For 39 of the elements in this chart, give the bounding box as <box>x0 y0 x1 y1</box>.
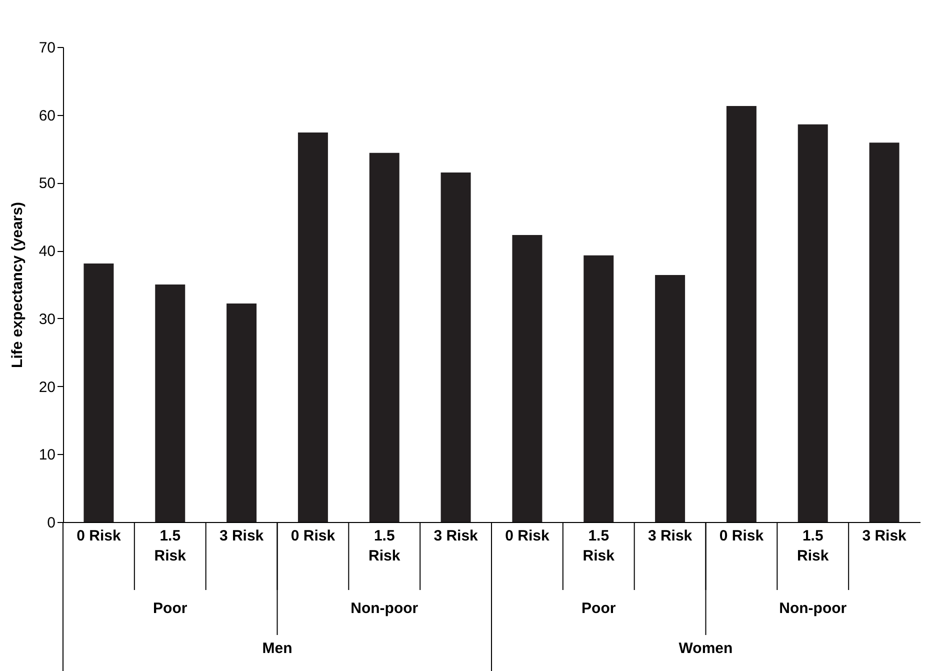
bar <box>84 263 114 522</box>
bar <box>440 172 471 522</box>
y-tick-label: 0 <box>47 514 56 532</box>
text: Non-poor <box>779 600 847 617</box>
bar <box>369 152 400 522</box>
bar <box>726 106 756 522</box>
y-tick-label: 10 <box>38 446 56 464</box>
y-tick-label: 20 <box>38 378 56 396</box>
y-tick-label: 40 <box>38 243 56 260</box>
x-tick-label: 3 Risk <box>219 528 264 544</box>
bar <box>226 304 257 522</box>
x-tick-label: 3 Risk <box>434 528 479 544</box>
y-tick-label: 70 <box>38 40 56 56</box>
x-tick-label: 1.5 Risk <box>582 528 616 564</box>
x-tick-label: 0 Risk <box>719 528 764 544</box>
text: Poor <box>582 600 616 617</box>
text: Non-poor <box>350 600 418 617</box>
y-tick-label: 60 <box>38 107 56 124</box>
bar <box>798 124 828 522</box>
x-tick-label: 3 Risk <box>648 528 693 544</box>
bar <box>869 142 900 522</box>
text: Poor <box>153 600 188 617</box>
x-tick-label: 1.5 Risk <box>368 528 401 564</box>
y-tick-label: 30 <box>38 310 56 328</box>
bar <box>512 234 542 522</box>
x-tick-label: 1.5 Risk <box>797 528 830 564</box>
bar <box>155 284 186 522</box>
x-tick-label: 1.5 Risk <box>154 528 187 564</box>
text: Men <box>262 640 292 657</box>
x-tick-label: 0 Risk <box>290 528 336 544</box>
x-tick-label: 3 Risk <box>862 528 908 544</box>
y-axis-title: Life expectancy (years) <box>8 202 26 368</box>
text: Women <box>678 640 733 657</box>
x-tick-label: 0 Risk <box>505 528 550 544</box>
bar <box>584 255 614 522</box>
x-tick-label: 0 Risk <box>76 528 122 544</box>
bar <box>298 132 328 522</box>
y-tick-label: 50 <box>38 175 56 192</box>
bar <box>655 275 686 522</box>
